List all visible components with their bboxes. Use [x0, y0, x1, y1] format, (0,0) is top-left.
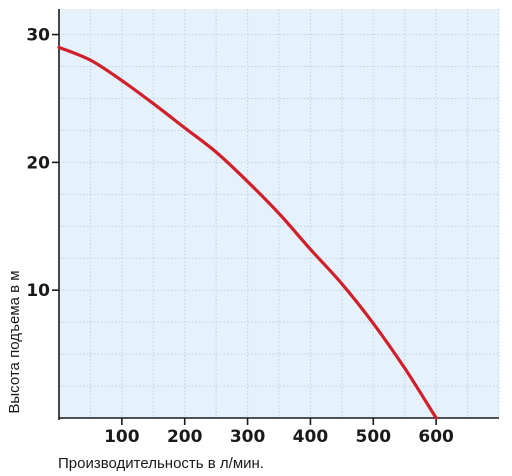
x-tick-label: 200 [167, 427, 203, 447]
x-tick-label: 500 [356, 427, 392, 447]
y-tick-label: 30 [26, 26, 50, 46]
series-line [57, 45, 438, 420]
x-axis-title: Производительность в л/мин. [58, 455, 264, 472]
axes [58, 9, 499, 420]
x-tick-label: 300 [230, 427, 266, 447]
x-tick-label: 400 [293, 427, 329, 447]
y-tick-label: 20 [26, 153, 50, 173]
ticks: 100 200 300 400 500 600 10 20 30 [26, 26, 454, 447]
y-axis-title: Высота подъема в м [6, 270, 23, 413]
y-tick-label: 10 [26, 281, 50, 301]
x-tick-label: 600 [418, 427, 454, 447]
x-tick-label: 100 [104, 427, 140, 447]
grid [59, 9, 500, 418]
